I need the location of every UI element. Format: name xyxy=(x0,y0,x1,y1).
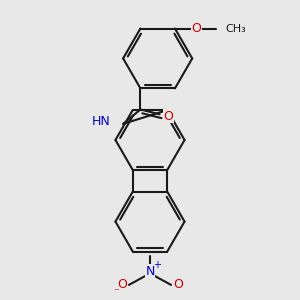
Text: CH₃: CH₃ xyxy=(226,23,247,34)
Text: O: O xyxy=(191,22,201,35)
Text: N: N xyxy=(145,265,155,278)
Text: ⁻: ⁻ xyxy=(113,288,119,298)
Text: O: O xyxy=(163,110,173,123)
Text: HN: HN xyxy=(92,116,111,128)
Text: O: O xyxy=(117,278,127,291)
Text: +: + xyxy=(153,260,161,270)
Text: O: O xyxy=(173,278,183,291)
